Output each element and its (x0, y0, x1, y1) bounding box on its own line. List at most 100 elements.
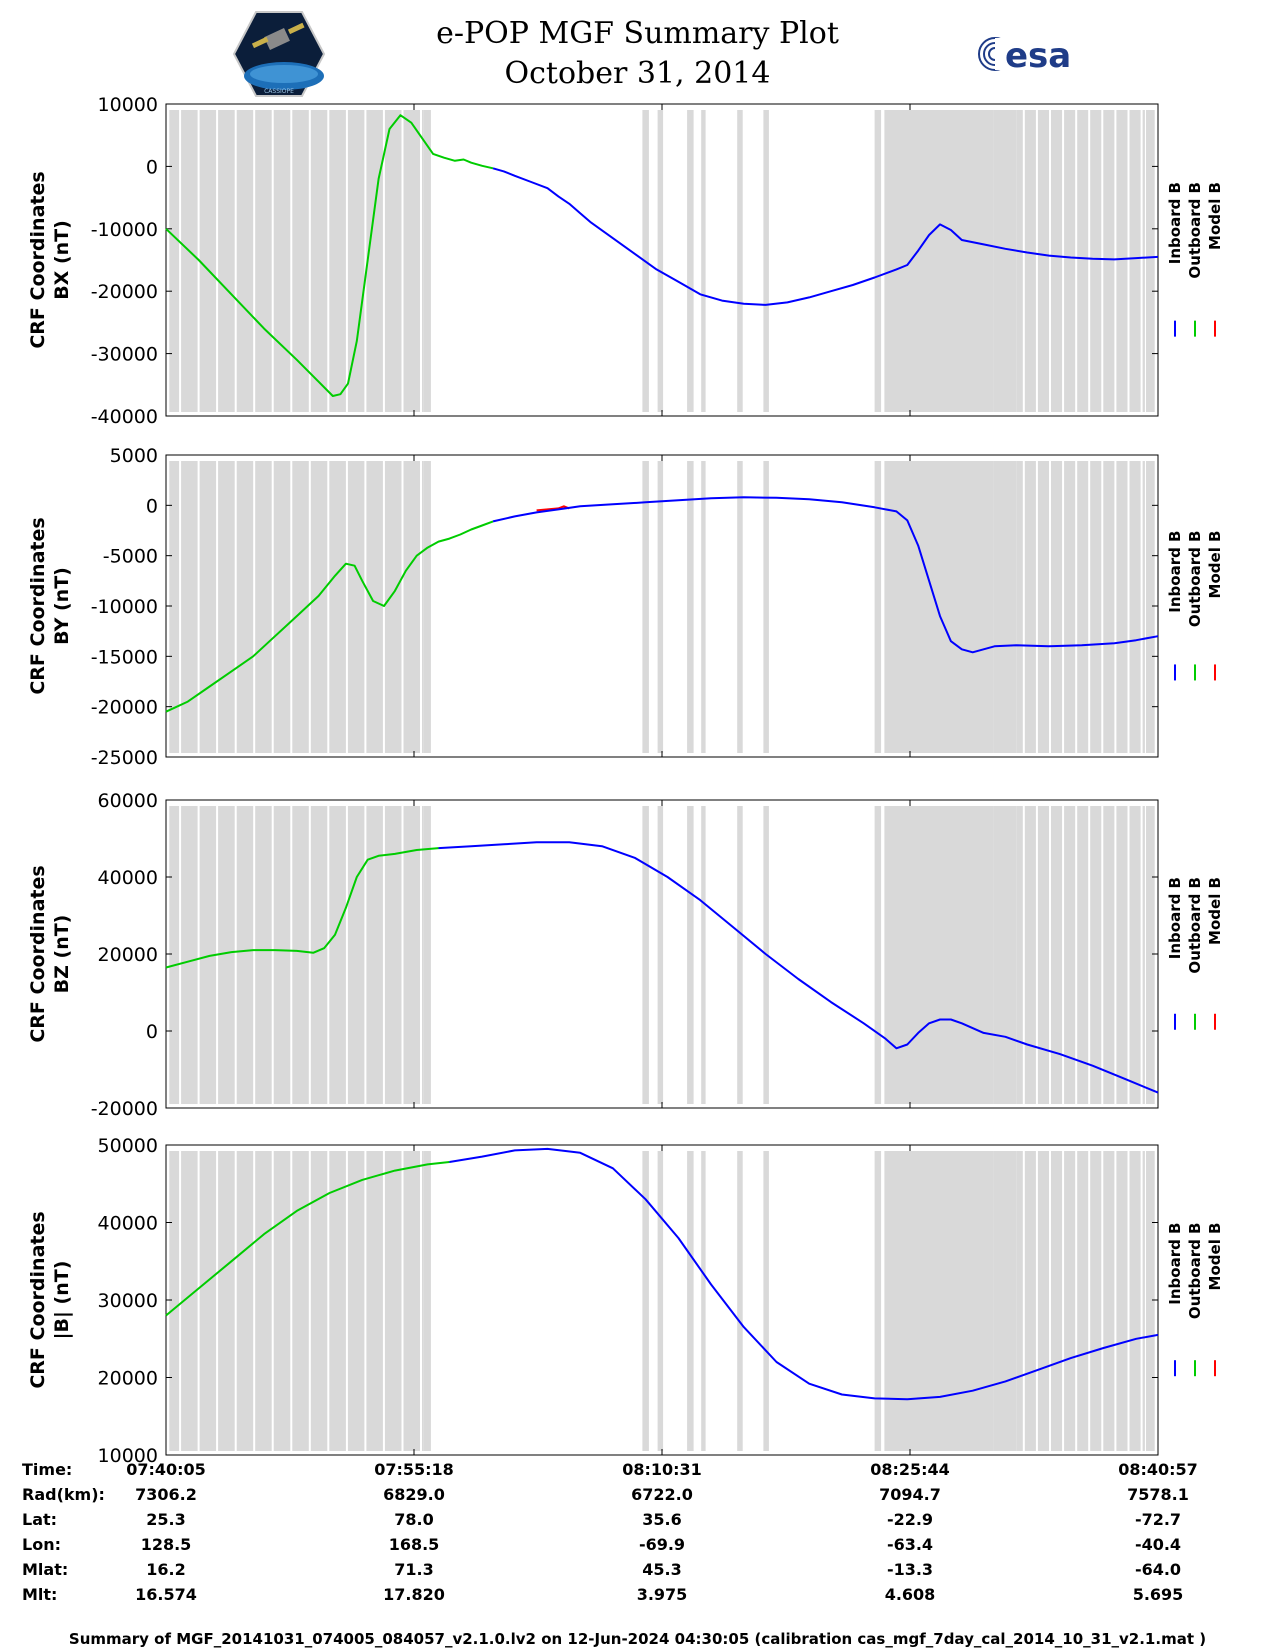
shading-gap (308, 806, 311, 1104)
panel-4: 50000 40000 30000 20000 10000 CRF Coordinates… (27, 1135, 1224, 1467)
shading-gap (420, 110, 422, 412)
shading-gap (179, 110, 182, 412)
eclipse-band (687, 461, 694, 753)
y-axis-label-line: BX (nT) (51, 220, 73, 300)
shading-gap (179, 461, 182, 753)
shading-gap (345, 461, 348, 753)
shading-gap (345, 1151, 348, 1451)
shading-gap (271, 806, 274, 1104)
eclipse-band (657, 110, 664, 412)
shading-gap (1114, 461, 1117, 753)
info-cell: 7306.2 (135, 1485, 197, 1504)
shading-gap (364, 806, 367, 1104)
y-tick-label: 0 (146, 156, 158, 178)
panel-1: 10000 0 -10000 -20000 -30000 -40000 CRF Coordi… (27, 94, 1224, 428)
series-outboard-b (165, 520, 494, 713)
shading-gap (1127, 806, 1130, 1104)
shading-gap (1075, 461, 1078, 753)
info-cell: -69.9 (638, 1535, 686, 1554)
info-cell: 3.975 (636, 1585, 688, 1604)
shading-gap (1062, 461, 1065, 753)
shading-gap (382, 1151, 385, 1451)
eclipse-band (737, 806, 743, 1104)
shading-gap (197, 806, 200, 1104)
info-cell: -40.4 (1134, 1535, 1182, 1554)
eclipse-band (701, 110, 706, 412)
shading-gap (1101, 461, 1104, 753)
shading-gap (401, 110, 404, 412)
legend-label: Inboard B (1166, 877, 1184, 959)
shading-gap (401, 806, 404, 1104)
y-tick-label: 50000 (98, 1135, 158, 1157)
y-tick-label: -40000 (91, 406, 158, 428)
info-row-label: Mlt: (22, 1585, 58, 1604)
y-tick-label: -20000 (91, 281, 158, 303)
eclipse-band (737, 1151, 743, 1451)
eclipse-band (884, 110, 994, 412)
y-axis-label-line: CRF Coordinates (27, 171, 49, 348)
eclipse-band (335, 461, 424, 753)
shading-gap (327, 806, 330, 1104)
legend-label: Outboard B (1186, 182, 1204, 279)
y-tick-label: -20000 (91, 697, 158, 719)
eclipse-band (874, 1151, 882, 1451)
eclipse-band (701, 806, 706, 1104)
info-row-label: Lat: (22, 1510, 58, 1529)
shading-gap (1088, 1151, 1091, 1451)
shading-gap (234, 110, 237, 412)
shading-gap (382, 461, 385, 753)
shading-gap (364, 110, 367, 412)
footer-caption: Summary of MGF_20141031_074005_084057_v2… (68, 1630, 1207, 1648)
shading-gap (1035, 110, 1038, 412)
shading-gap (1140, 1151, 1143, 1451)
shading-gap (1127, 110, 1130, 412)
y-axis-label-line: CRF Coordinates (27, 865, 49, 1042)
y-tick-label: 20000 (98, 944, 158, 966)
eclipse-band (1146, 110, 1155, 412)
shading-gap (327, 1151, 330, 1451)
esa-logo: esa (975, 34, 1095, 76)
info-cell: 45.3 (642, 1560, 682, 1579)
y-tick-label: 40000 (98, 867, 158, 889)
y-axis-label-line: CRF Coordinates (27, 517, 49, 694)
shading-gap (1088, 110, 1091, 412)
eclipse-band (737, 110, 743, 412)
shading-gap (420, 461, 422, 753)
y-tick-label: 40000 (98, 1213, 158, 1235)
info-cell: -72.7 (1134, 1510, 1182, 1529)
shading-gap (364, 1151, 367, 1451)
shading-gap (1101, 110, 1104, 412)
eclipse-band (1146, 1151, 1155, 1451)
y-tick-label: 0 (146, 495, 158, 517)
info-cell: -22.9 (886, 1510, 934, 1529)
shading-gap (1075, 110, 1078, 412)
shading-gap (327, 461, 330, 753)
shading-gap (1022, 461, 1025, 753)
shading-gap (290, 1151, 293, 1451)
y-axis-label-line: CRF Coordinates (27, 1211, 49, 1388)
shading-gap (1062, 806, 1065, 1104)
shading-gap (290, 461, 293, 753)
shading-gap (1101, 806, 1104, 1104)
eclipse-band (423, 461, 431, 753)
legend-label: Model B (1206, 1223, 1224, 1291)
legend-label: Outboard B (1186, 1223, 1204, 1320)
eclipse-band (423, 110, 431, 412)
shading-gap (216, 1151, 219, 1451)
y-tick-label: -25000 (91, 747, 158, 769)
info-cell: 6722.0 (631, 1485, 693, 1504)
series-outboard-b (165, 114, 494, 397)
eclipse-band (737, 461, 743, 753)
y-tick-label: -30000 (91, 344, 158, 366)
eclipse-band (1146, 461, 1155, 753)
eclipse-band (169, 110, 335, 412)
shading-gap (420, 1151, 422, 1451)
info-cell: 71.3 (394, 1560, 434, 1579)
eclipse-band (701, 1151, 706, 1451)
legend-label: Inboard B (1166, 182, 1184, 264)
y-tick-label: -20000 (91, 1098, 158, 1120)
legend-label: Model B (1206, 182, 1224, 250)
y-axis-label: CRF Coordinates BZ (nT) (27, 865, 73, 1042)
info-cell: 08:10:31 (622, 1460, 702, 1479)
info-cell: 07:40:05 (126, 1460, 206, 1479)
